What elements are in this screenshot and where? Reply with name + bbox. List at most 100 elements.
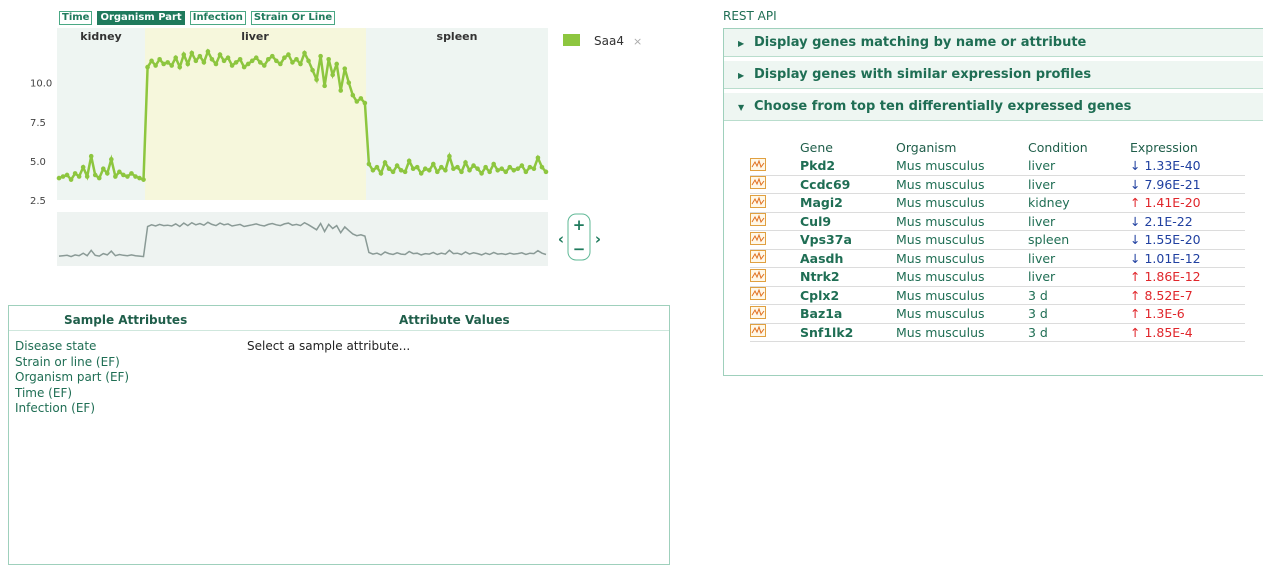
legend-label: Saa4 [594, 34, 624, 48]
data-point [390, 169, 396, 175]
legend-remove[interactable]: × [633, 35, 642, 48]
data-point [543, 169, 549, 175]
overview-line [58, 221, 547, 258]
plot-icon[interactable] [750, 157, 766, 171]
data-point [302, 50, 307, 56]
gene-name[interactable]: Ntrk2 [800, 267, 896, 287]
icon-cell [750, 157, 800, 176]
data-point [318, 53, 323, 59]
pan-left[interactable]: ‹ [558, 230, 564, 248]
data-point [443, 167, 448, 173]
plot-icon[interactable] [750, 194, 766, 208]
data-point [386, 166, 392, 172]
filter-button[interactable]: Time [59, 11, 93, 25]
data-point [181, 52, 187, 57]
condition: liver [1028, 157, 1130, 176]
attribute-item[interactable]: Infection (EF) [15, 401, 95, 415]
data-point [326, 56, 331, 62]
data-point [249, 58, 255, 64]
filter-button[interactable]: Strain Or Line [250, 11, 336, 25]
expression: ↑ 1.41E-20 [1130, 193, 1245, 213]
zoom-in[interactable]: + [573, 216, 586, 234]
pan-right[interactable]: › [595, 230, 601, 248]
data-point [475, 166, 480, 172]
plot-icon[interactable] [750, 324, 766, 338]
data-point [205, 49, 211, 54]
data-point [165, 60, 170, 65]
plot-icon[interactable] [750, 287, 766, 301]
data-point [225, 55, 231, 61]
data-point [519, 163, 525, 168]
icon-cell [750, 175, 800, 194]
gene-row: Snf1lk2 Mus musculus 3 d ↑ 1.85E-4 [750, 323, 1245, 342]
sample-attributes-panel: Sample Attributes Attribute Values Disea… [8, 305, 670, 565]
data-point [133, 174, 138, 179]
filter-button[interactable]: Organism Part [97, 11, 185, 25]
zoom-out[interactable]: − [573, 240, 586, 258]
plot-icon[interactable] [750, 268, 766, 282]
data-point [463, 160, 468, 165]
condition: spleen [1028, 230, 1130, 250]
placeholder: Select a sample attribute... [247, 339, 411, 353]
gene-name[interactable]: Ccdc69 [800, 175, 896, 194]
rest-api-link[interactable]: REST API [723, 9, 777, 23]
data-point [338, 88, 344, 93]
attribute-item[interactable]: Disease state [15, 339, 97, 353]
gene-name[interactable]: Magi2 [800, 193, 896, 213]
icon-col [750, 137, 800, 157]
data-point [121, 172, 126, 178]
attribute-item[interactable]: Time (EF) [15, 385, 73, 400]
gene-name[interactable]: Snf1lk2 [800, 323, 896, 342]
gene-row: Ccdc69 Mus musculus liver ↓ 7.96E-21 [750, 175, 1245, 194]
data-point [430, 161, 436, 167]
data-point [402, 169, 408, 175]
data-point [422, 166, 428, 172]
gene-name[interactable]: Baz1a [800, 304, 896, 324]
gene-name[interactable]: Cplx2 [800, 286, 896, 305]
gene-name[interactable]: Aasdh [800, 249, 896, 268]
condition: 3 d [1028, 286, 1130, 305]
column-header: Gene [800, 139, 833, 155]
accordion-header[interactable]: ▶ Display genes matching by name or attri… [724, 29, 1263, 57]
filter-button[interactable]: Infection [189, 11, 246, 25]
data-point [282, 55, 287, 61]
accordion-header[interactable]: ▶ Display genes with similar expression p… [724, 61, 1263, 89]
condition: liver [1028, 175, 1130, 194]
gene-name[interactable]: Vps37a [800, 230, 896, 250]
data-point [366, 161, 372, 167]
organism: Mus musculus [896, 323, 1028, 342]
data-point [117, 169, 122, 175]
organism: Mus musculus [896, 249, 1028, 268]
plot-icon[interactable] [750, 305, 766, 319]
data-point [290, 60, 295, 65]
data-point [374, 164, 380, 170]
data-point [105, 171, 110, 176]
icon-cell [750, 304, 800, 324]
attribute-item[interactable]: Strain or line (EF) [15, 354, 120, 369]
plot-icon[interactable] [750, 231, 766, 245]
plot-icon[interactable] [750, 250, 766, 264]
gene-name[interactable]: Cul9 [800, 212, 896, 231]
data-point [499, 166, 505, 172]
icon-cell [750, 249, 800, 268]
data-point [241, 64, 247, 70]
data-point [60, 174, 66, 179]
data-point [137, 175, 142, 181]
attribute-item[interactable]: Organism part (EF) [15, 370, 130, 384]
condition: kidney [1028, 193, 1130, 213]
plot-icon[interactable] [750, 213, 766, 227]
expression: ↓ 1.55E-20 [1130, 230, 1245, 250]
plot-icon[interactable] [750, 176, 766, 190]
gene-row: Cul9 Mus musculus liver ↓ 2.1E-22 [750, 212, 1245, 231]
data-point [531, 166, 537, 172]
accordion-header[interactable]: ▼ Choose from top ten differentially expr… [724, 93, 1263, 121]
data-point [334, 61, 340, 67]
data-point [398, 167, 404, 173]
data-point [161, 61, 166, 67]
data-point [418, 171, 424, 176]
data-point [84, 174, 90, 179]
organism: Mus musculus [896, 267, 1028, 287]
expression: ↑ 1.85E-4 [1130, 323, 1245, 342]
icon-line [751, 270, 765, 279]
gene-name[interactable]: Pkd2 [800, 157, 896, 176]
